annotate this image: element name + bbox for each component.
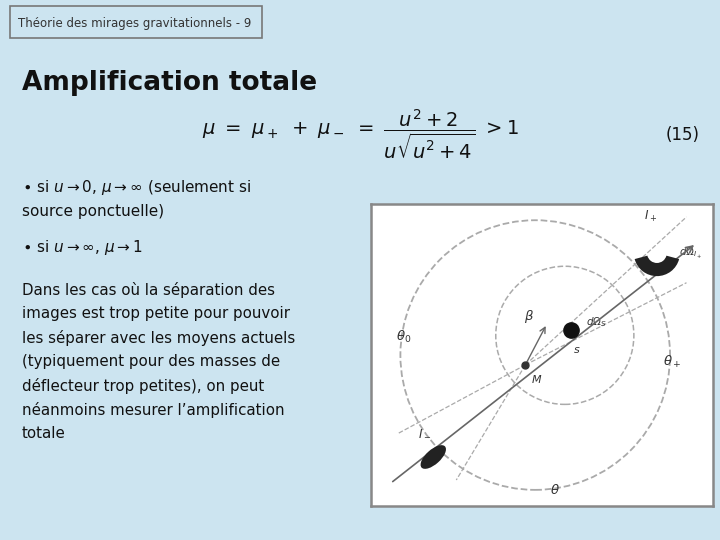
Text: $\mu \ = \ \mu_+ \ + \ \mu_- \ = \ \dfrac{u^2 + 2}{u\sqrt{u^2 + 4}} \ > 1$: $\mu \ = \ \mu_+ \ + \ \mu_- \ = \ \dfra… — [202, 108, 518, 162]
Text: images est trop petite pour pouvoir: images est trop petite pour pouvoir — [22, 306, 290, 321]
Text: $\bullet$ si $u \rightarrow \infty$, $\mu \rightarrow 1$: $\bullet$ si $u \rightarrow \infty$, $\m… — [22, 238, 143, 257]
Text: (typiquement pour des masses de: (typiquement pour des masses de — [22, 354, 280, 369]
Text: $\bullet$ si $u \rightarrow 0$, $\mu \rightarrow \infty$ (seulement si: $\bullet$ si $u \rightarrow 0$, $\mu \ri… — [22, 178, 251, 197]
Text: $\theta$: $\theta$ — [550, 483, 560, 497]
Text: $I_-$: $I_-$ — [418, 426, 431, 439]
Text: (15): (15) — [666, 126, 700, 144]
Text: Théorie des mirages gravitationnels - 9: Théorie des mirages gravitationnels - 9 — [18, 17, 251, 30]
Ellipse shape — [420, 445, 446, 469]
Text: Dans les cas où la séparation des: Dans les cas où la séparation des — [22, 282, 275, 298]
Text: source ponctuelle): source ponctuelle) — [22, 204, 164, 219]
Text: $\theta_+$: $\theta_+$ — [663, 354, 682, 370]
Text: déflecteur trop petites), on peut: déflecteur trop petites), on peut — [22, 378, 264, 394]
Text: totale: totale — [22, 426, 66, 441]
Text: $d\Omega_{I_+}$: $d\Omega_{I_+}$ — [679, 246, 702, 261]
Text: $\beta$: $\beta$ — [523, 308, 534, 326]
Wedge shape — [634, 255, 679, 276]
Text: $s$: $s$ — [572, 345, 580, 355]
FancyBboxPatch shape — [10, 6, 262, 38]
Text: Amplification totale: Amplification totale — [22, 70, 317, 96]
Text: $d\Omega_S$: $d\Omega_S$ — [586, 315, 607, 329]
Text: néanmoins mesurer l’amplification: néanmoins mesurer l’amplification — [22, 402, 284, 418]
Text: $I_+$: $I_+$ — [644, 208, 657, 224]
Text: les séparer avec les moyens actuels: les séparer avec les moyens actuels — [22, 330, 295, 346]
Text: $M$: $M$ — [531, 373, 542, 385]
Text: $\theta_0$: $\theta_0$ — [396, 329, 411, 345]
